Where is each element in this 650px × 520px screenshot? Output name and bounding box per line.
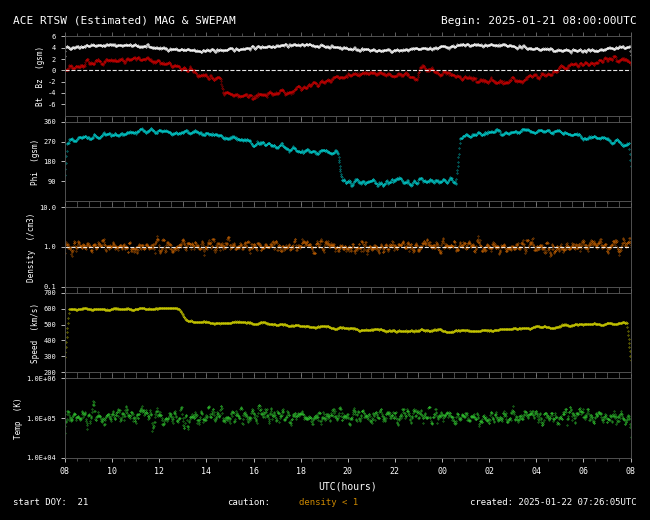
Text: created: 2025-01-22 07:26:05UTC: created: 2025-01-22 07:26:05UTC [471, 498, 637, 507]
Text: density < 1: density < 1 [299, 498, 358, 507]
Y-axis label: Bt  Bz  (gsm): Bt Bz (gsm) [36, 46, 45, 106]
Y-axis label: Speed  (km/s): Speed (km/s) [31, 303, 40, 362]
Y-axis label: Temp  (K): Temp (K) [14, 397, 23, 439]
Y-axis label: Phi  (gsm): Phi (gsm) [31, 138, 40, 185]
Y-axis label: Density  (/cm3): Density (/cm3) [27, 212, 36, 282]
Text: Begin: 2025-01-21 08:00:00UTC: Begin: 2025-01-21 08:00:00UTC [441, 16, 637, 25]
Text: start DOY:  21: start DOY: 21 [13, 498, 88, 507]
Text: caution:: caution: [227, 498, 270, 507]
X-axis label: UTC(hours): UTC(hours) [318, 481, 377, 491]
Text: ACE RTSW (Estimated) MAG & SWEPAM: ACE RTSW (Estimated) MAG & SWEPAM [13, 16, 236, 25]
